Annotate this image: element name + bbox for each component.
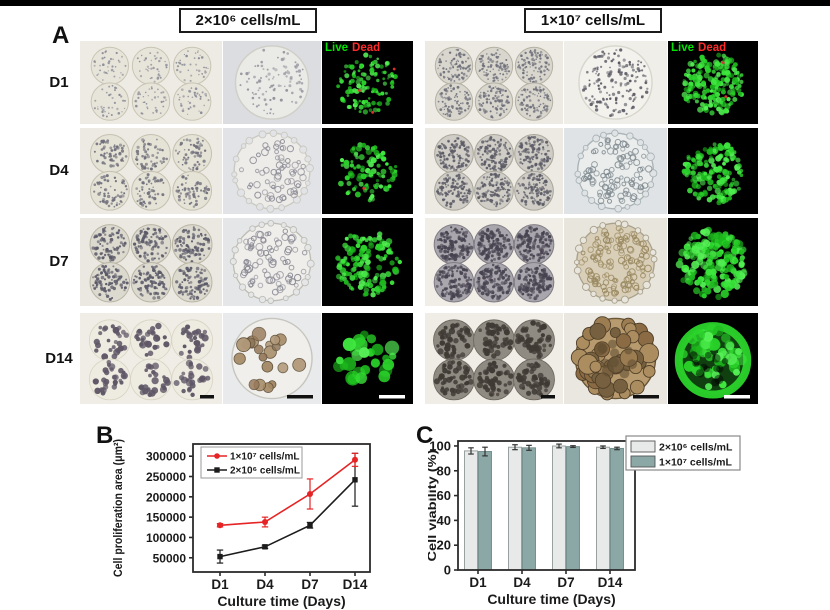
legend-label: 1×10⁷ cells/mL bbox=[659, 457, 733, 469]
live-dead-legend: Live Dead bbox=[671, 42, 726, 54]
micrograph-2e6-d7-array bbox=[80, 218, 222, 306]
micrograph-1e7-d7-array bbox=[425, 218, 563, 306]
micrograph-1e7-d1-array bbox=[425, 41, 563, 124]
micrograph-1e7-d7-zoom bbox=[564, 218, 667, 306]
dead-label: Dead bbox=[698, 42, 727, 54]
bars-2e6 bbox=[464, 443, 610, 571]
bars-1e7 bbox=[478, 444, 624, 571]
micrograph-2e6-d4-fluor bbox=[322, 128, 413, 214]
x-axis: D1 D4 D7 D14 bbox=[469, 570, 623, 590]
dead-label: Dead bbox=[352, 42, 381, 54]
live-label: Live bbox=[671, 42, 695, 54]
panel-b-label: B bbox=[96, 422, 114, 449]
micrograph-2e6-d4-array bbox=[80, 128, 222, 214]
micrograph-2e6-d1-fluor: Live Dead bbox=[322, 41, 413, 124]
legend-label: 2×10⁶ cells/mL bbox=[230, 466, 300, 477]
x-axis: D1 D4 D7 D14 bbox=[211, 572, 368, 592]
micrograph-1e7-d4-array bbox=[425, 128, 563, 214]
legend-label: 1×10⁷ cells/mL bbox=[230, 452, 299, 463]
micrograph-2e6-d7-fluor bbox=[322, 218, 413, 306]
legend: 1×10⁷ cells/mL 2×10⁶ cells/mL bbox=[200, 446, 303, 479]
row-label-d4: D4 bbox=[49, 162, 69, 179]
micrograph-1e7-d14-fluor bbox=[668, 313, 758, 404]
top-border bbox=[0, 0, 830, 6]
micrograph-1e7-d1-fluor: Live Dead bbox=[668, 41, 758, 124]
micrograph-2e6-d7-zoom bbox=[223, 218, 321, 306]
row-label-d14: D14 bbox=[45, 349, 73, 367]
row-label-d1: D1 bbox=[49, 73, 69, 91]
micrograph-1e7-d4-fluor bbox=[668, 128, 758, 214]
micrograph-1e7-d14-zoom bbox=[564, 313, 667, 404]
micrograph-2e6-d4-zoom bbox=[223, 128, 321, 214]
x-axis-title: Culture time (Days) bbox=[487, 591, 615, 607]
micrograph-2e6-d14-array bbox=[80, 313, 222, 404]
y-axis-title: Cell viability (%) bbox=[428, 450, 439, 562]
micrograph-1e7-d14-array bbox=[425, 313, 563, 404]
panel-c-label: C bbox=[416, 422, 434, 449]
x-axis-title: Culture time (Days) bbox=[217, 593, 345, 609]
micrograph-2e6-d1-zoom bbox=[223, 41, 321, 124]
micrograph-1e7-d4-zoom bbox=[564, 128, 667, 214]
live-dead-legend: Live Dead bbox=[325, 42, 380, 54]
header-density-2e6: 2×10⁶ cells/mL bbox=[179, 8, 317, 33]
live-label: Live bbox=[325, 42, 349, 54]
micrograph-2e6-d1-array bbox=[80, 41, 222, 124]
header-density-1e7-text: 1×10⁷ cells/mL bbox=[540, 12, 646, 29]
legend-label: 2×10⁶ cells/mL bbox=[659, 442, 733, 454]
header-density-1e7: 1×10⁷ cells/mL bbox=[524, 8, 662, 33]
micrograph-2e6-d14-fluor bbox=[322, 313, 413, 404]
micrograph-1e7-d1-zoom bbox=[564, 41, 667, 124]
y-axis-title: Cell proliferation area (μm²) bbox=[111, 439, 125, 577]
legend: 2×10⁶ cells/mL 1×10⁷ cells/mL bbox=[625, 435, 741, 471]
series-1e7 bbox=[216, 452, 359, 529]
micrograph-2e6-d14-zoom bbox=[223, 313, 321, 404]
panel-a-label: A bbox=[52, 22, 70, 49]
header-density-2e6-text: 2×10⁶ cells/mL bbox=[195, 12, 301, 29]
micrograph-1e7-d7-fluor bbox=[668, 218, 758, 306]
row-label-d7: D7 bbox=[49, 253, 69, 270]
